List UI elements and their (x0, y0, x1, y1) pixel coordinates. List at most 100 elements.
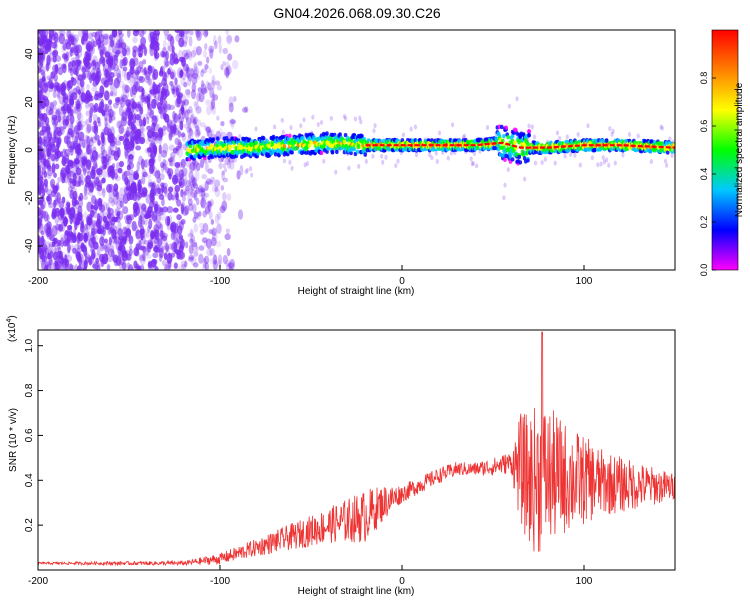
noise-blob (104, 117, 108, 128)
noise-blob (210, 237, 217, 247)
noise-blob (230, 119, 235, 130)
noise-blob (204, 261, 209, 270)
signal-halo (195, 131, 199, 137)
noise-blob (200, 197, 207, 209)
noise-blob (77, 232, 81, 240)
noise-blob (211, 105, 217, 116)
noise-blob (38, 247, 42, 258)
noise-blob (75, 53, 80, 63)
noise-blob (70, 33, 74, 42)
colorbar-tick-label: 0.2 (699, 216, 709, 229)
noise-blob (56, 90, 61, 100)
noise-blob (54, 78, 58, 90)
noise-blob (103, 164, 107, 170)
noise-blob (76, 177, 81, 185)
signal-halo (665, 162, 669, 168)
noise-blob (191, 192, 196, 198)
noise-blob (199, 228, 205, 236)
noise-blob (163, 30, 170, 37)
noise-blob (182, 63, 189, 72)
noise-blob (140, 191, 147, 198)
noise-blob (151, 115, 158, 126)
noise-blob (41, 154, 46, 166)
noise-blob (173, 262, 178, 270)
noise-blob (187, 256, 194, 262)
noise-blob (175, 238, 179, 244)
noise-blob (143, 158, 150, 168)
noise-blob (222, 177, 229, 183)
noise-blob (163, 159, 168, 169)
noise-blob (76, 265, 82, 270)
noise-blob (168, 130, 174, 138)
noise-blob (102, 46, 107, 55)
signal-cell (510, 157, 515, 162)
noise-blob (101, 133, 105, 144)
noise-blob (198, 184, 205, 192)
noise-blob (150, 196, 154, 202)
noise-blob (149, 45, 155, 57)
noise-blob (38, 120, 41, 130)
noise-blob (204, 64, 209, 70)
signal-halo (373, 123, 377, 129)
noise-blob (168, 131, 173, 141)
noise-blob (217, 254, 223, 266)
noise-blob (167, 68, 171, 75)
noise-blob (239, 164, 244, 176)
noise-blob (188, 128, 193, 136)
noise-blob (128, 162, 134, 170)
noise-blob (139, 66, 144, 73)
noise-blob (145, 111, 151, 120)
noise-blob (70, 244, 74, 251)
noise-blob (226, 131, 233, 139)
noise-blob (122, 66, 128, 72)
noise-blob (162, 143, 169, 154)
noise-blob (182, 195, 186, 202)
noise-blob (212, 259, 218, 270)
noise-blob (170, 71, 175, 80)
noise-blob (122, 206, 129, 215)
noise-blob (222, 61, 226, 66)
noise-blob (150, 185, 157, 196)
noise-blob (137, 239, 142, 250)
noise-blob (188, 254, 195, 261)
noise-blob (170, 185, 174, 196)
noise-blob (111, 216, 117, 222)
signal-halo (469, 156, 473, 162)
noise-blob (130, 180, 137, 190)
noise-blob (121, 171, 127, 182)
noise-blob (74, 149, 78, 156)
noise-blob (241, 107, 248, 113)
noise-blob (188, 30, 194, 36)
signal-halo (221, 170, 225, 176)
noise-blob (58, 96, 65, 105)
noise-blob (39, 195, 45, 203)
y-tick-label: -40 (24, 238, 35, 253)
noise-blob (75, 131, 80, 142)
noise-blob (161, 78, 168, 87)
signal-halo (245, 167, 249, 173)
noise-blob (197, 87, 203, 93)
noise-blob (123, 143, 130, 151)
noise-blob (183, 52, 190, 60)
noise-blob (38, 139, 43, 150)
signal-halo (553, 160, 557, 166)
noise-blob (148, 193, 153, 199)
noise-blob (104, 103, 110, 113)
noise-blob (148, 165, 155, 175)
noise-blob (152, 68, 159, 80)
noise-blob (180, 132, 186, 138)
noise-blob (166, 205, 174, 214)
noise-blob (200, 227, 205, 235)
noise-blob (185, 63, 189, 74)
noise-blob (218, 43, 222, 54)
noise-blob (192, 203, 197, 214)
signal-halo (353, 116, 358, 122)
noise-blob (153, 47, 158, 59)
noise-blob (144, 91, 148, 101)
noise-blob (51, 211, 57, 220)
noise-blob (51, 114, 58, 121)
noise-blob (224, 61, 230, 71)
noise-blob (48, 136, 55, 148)
signal-halo (358, 115, 362, 121)
noise-blob (195, 187, 200, 195)
